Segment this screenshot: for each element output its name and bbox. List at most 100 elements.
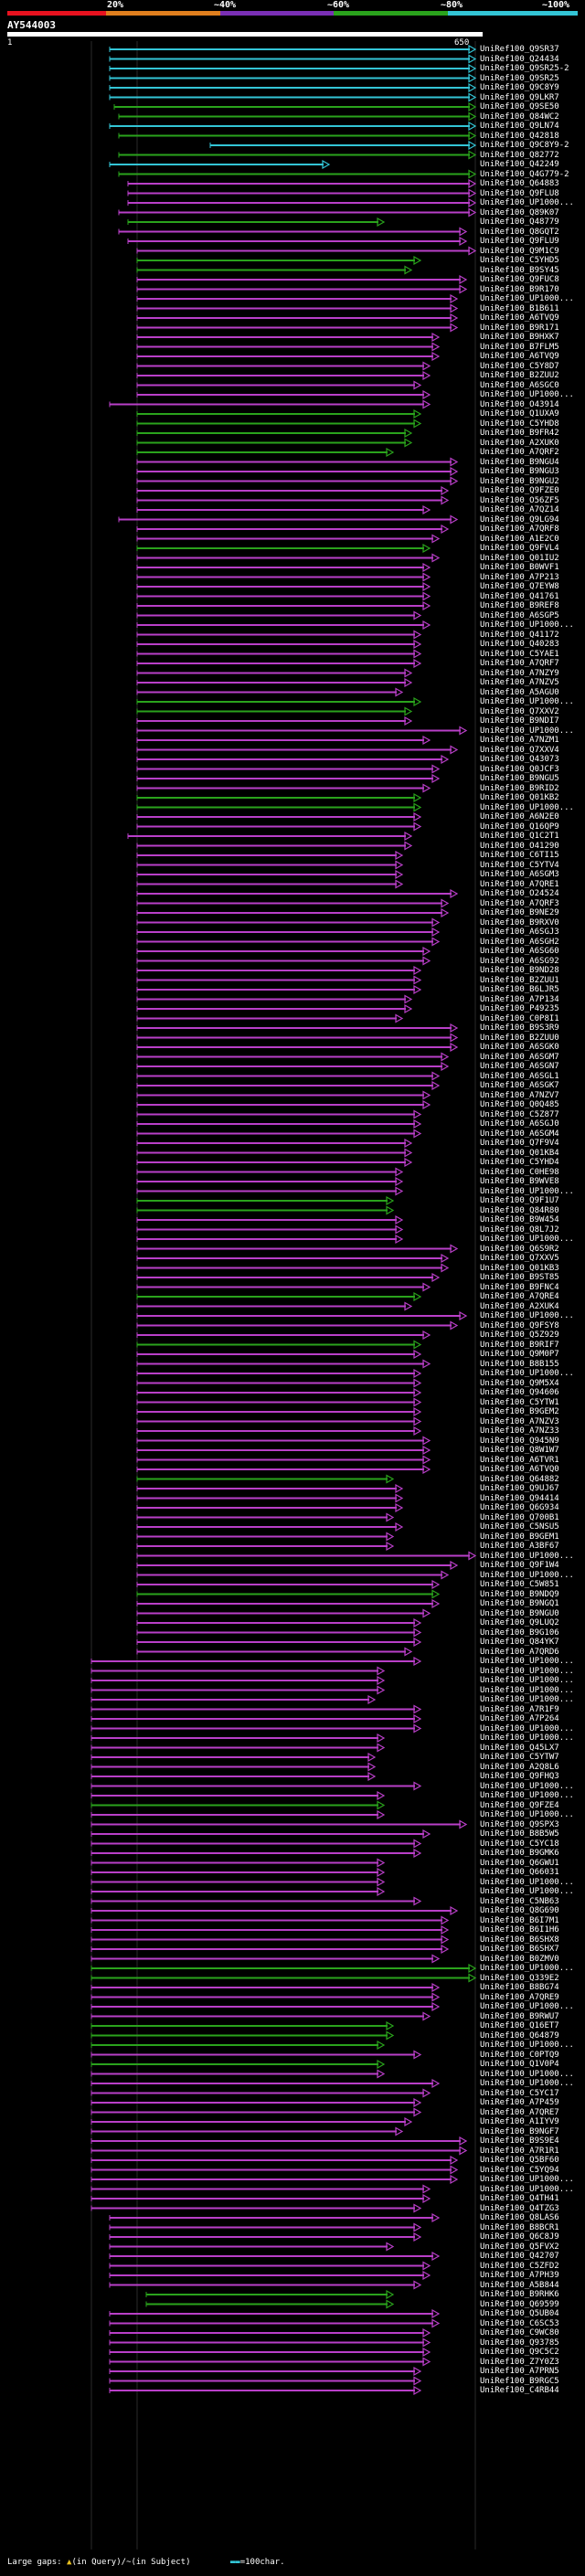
hit-label[interactable]: UniRef100_Q42818 [480,131,559,141]
hit-label[interactable]: UniRef100_UP1000... [480,1186,574,1196]
hit-label[interactable]: UniRef100_Q84R80 [480,1205,559,1215]
hit-label[interactable]: UniRef100_UP1000... [480,1887,574,1896]
hit-label[interactable]: UniRef100_UP1000... [480,1570,574,1580]
hit-label[interactable]: UniRef100_UP1000... [480,1964,574,1973]
hit-label[interactable]: UniRef100_A6SGM3 [480,870,559,879]
hit-label[interactable]: UniRef100_A7QRE1 [480,879,559,889]
hit-label[interactable]: UniRef100_Q40283 [480,640,559,649]
hit-label[interactable]: UniRef100_Q6GWU1 [480,1858,559,1868]
hit-label[interactable]: UniRef100_B9GEM1 [480,1532,559,1542]
hit-label[interactable]: UniRef100_Q16QP9 [480,822,559,832]
hit-label[interactable]: UniRef100_C5Z877 [480,1109,559,1119]
hit-label[interactable]: UniRef100_Q94414 [480,1493,559,1503]
hit-label[interactable]: UniRef100_Q24434 [480,54,559,64]
hit-label[interactable]: UniRef100_UP1000... [480,2175,574,2184]
hit-label[interactable]: UniRef100_A7PH39 [480,2271,559,2280]
hit-label[interactable]: UniRef100_Q1C2T1 [480,832,559,841]
hit-label[interactable]: UniRef100_B9S3R9 [480,1023,559,1033]
hit-label[interactable]: UniRef100_Q9F1W4 [480,1561,559,1570]
hit-label[interactable]: UniRef100_Q01KB4 [480,1148,559,1158]
hit-label[interactable]: UniRef100_UP1000... [480,1551,574,1561]
hit-label[interactable]: UniRef100_Q7F9V4 [480,1139,559,1148]
hit-label[interactable]: UniRef100_Q8GQT2 [480,227,559,237]
hit-label[interactable]: UniRef100_C5Y8D7 [480,361,559,371]
hit-label[interactable]: UniRef100_C5YHD8 [480,419,559,429]
hit-label[interactable]: UniRef100_C5NB63 [480,1896,559,1906]
hit-label[interactable]: UniRef100_B9GMK6 [480,1849,559,1858]
hit-label[interactable]: UniRef100_C5NSU5 [480,1522,559,1532]
hit-label[interactable]: UniRef100_Q9UJ67 [480,1484,559,1493]
hit-label[interactable]: UniRef100_UP1000... [480,1733,574,1743]
hit-label[interactable]: UniRef100_B0WVF1 [480,563,559,572]
hit-label[interactable]: UniRef100_Q64882 [480,1474,559,1484]
hit-label[interactable]: UniRef100_B6LJR5 [480,985,559,994]
hit-label[interactable]: UniRef100_A6SG60 [480,947,559,956]
hit-label[interactable]: UniRef100_Q9M0P7 [480,1350,559,1359]
hit-label[interactable]: UniRef100_A7NZV5 [480,678,559,687]
hit-label[interactable]: UniRef100_A7P264 [480,1714,559,1723]
hit-label[interactable]: UniRef100_A7P134 [480,994,559,1004]
hit-label[interactable]: UniRef100_C5YTW1 [480,1397,559,1407]
hit-label[interactable]: UniRef100_C0P8I1 [480,1013,559,1023]
hit-label[interactable]: UniRef100_Q01KB3 [480,1263,559,1273]
hit-label[interactable]: UniRef100_A6SGM4 [480,1129,559,1139]
hit-label[interactable]: UniRef100_B6I1H6 [480,1925,559,1935]
hit-label[interactable]: UniRef100_B9RHK6 [480,2290,559,2299]
hit-label[interactable]: UniRef100_A7R1R1 [480,2146,559,2156]
hit-label[interactable]: UniRef100_O43914 [480,399,559,409]
hit-label[interactable]: UniRef100_A6SGC0 [480,380,559,390]
hit-label[interactable]: UniRef100_B9FR42 [480,429,559,438]
hit-label[interactable]: UniRef100_Q42249 [480,160,559,169]
hit-label[interactable]: UniRef100_Q5Z929 [480,1330,559,1340]
hit-label[interactable]: UniRef100_Q8LAS6 [480,2213,559,2222]
hit-label[interactable]: UniRef100_B9RWU7 [480,2011,559,2021]
hit-label[interactable]: UniRef100_Q8W1W7 [480,1446,559,1455]
hit-label[interactable]: UniRef100_Q9C5C2 [480,2348,559,2357]
hit-label[interactable]: UniRef100_B1B611 [480,303,559,313]
hit-label[interactable]: UniRef100_Q41761 [480,591,559,601]
hit-label[interactable]: UniRef100_Q945N9 [480,1436,559,1446]
hit-label[interactable]: UniRef100_Q4TZG3 [480,2203,559,2213]
hit-label[interactable]: UniRef100_A7QRF3 [480,898,559,908]
hit-label[interactable]: UniRef100_Q9SR37 [480,45,559,54]
hit-label[interactable]: UniRef100_Q6G934 [480,1503,559,1512]
hit-label[interactable]: UniRef100_C5YHD4 [480,1158,559,1167]
hit-label[interactable]: UniRef100_B9WVE8 [480,1177,559,1186]
hit-label[interactable]: UniRef100_A7NZV3 [480,1416,559,1426]
hit-label[interactable]: UniRef100_Q9FVL4 [480,544,559,553]
hit-label[interactable]: UniRef100_B8B5W5 [480,1829,559,1839]
hit-label[interactable]: UniRef100_B8B155 [480,1359,559,1369]
hit-label[interactable]: UniRef100_Q9C8Y9-2 [480,141,569,150]
hit-label[interactable]: UniRef100_B9NGF7 [480,2126,559,2136]
hit-label[interactable]: UniRef100_UP1000... [480,2069,574,2079]
hit-label[interactable]: UniRef100_B9NGU5 [480,774,559,783]
hit-label[interactable]: UniRef100_A6SGJ3 [480,928,559,937]
hit-label[interactable]: UniRef100_B9R170 [480,284,559,294]
hit-label[interactable]: UniRef100_B2ZUU1 [480,975,559,985]
hit-label[interactable]: UniRef100_Q6C8J9 [480,2232,559,2242]
hit-label[interactable]: UniRef100_A6TVQ0 [480,1465,559,1474]
hit-label[interactable]: UniRef100_Q9FLU8 [480,188,559,198]
hit-label[interactable]: UniRef100_Q45LX7 [480,1743,559,1753]
hit-label[interactable]: UniRef100_Q7EYW8 [480,582,559,591]
hit-label[interactable]: UniRef100_Q48779 [480,217,559,227]
hit-label[interactable]: UniRef100_O56ZF5 [480,495,559,505]
hit-label[interactable]: UniRef100_A1IYV9 [480,2117,559,2126]
hit-label[interactable]: UniRef100_Q9SR25-2 [480,64,569,73]
hit-label[interactable]: UniRef100_B9NGQ1 [480,1599,559,1608]
hit-label[interactable]: UniRef100_A6SGP5 [480,610,559,620]
hit-label[interactable]: UniRef100_B9RXV0 [480,917,559,928]
hit-label[interactable]: UniRef100_Q64879 [480,2030,559,2041]
hit-label[interactable]: UniRef100_A2XUK0 [480,438,559,448]
hit-label[interactable]: UniRef100_A6SGN7 [480,1062,559,1071]
hit-label[interactable]: UniRef100_Q5FVX2 [480,2242,559,2252]
hit-label[interactable]: UniRef100_Q93785 [480,2337,559,2348]
hit-label[interactable]: UniRef100_Q0Q485 [480,1100,559,1109]
hit-label[interactable]: UniRef100_Q9FUC8 [480,275,559,284]
hit-label[interactable]: UniRef100_C9WC80 [480,2328,559,2337]
hit-label[interactable]: UniRef100_Q9FZE4 [480,1800,559,1810]
hit-label[interactable]: UniRef100_A7PRN5 [480,2367,559,2376]
hit-label[interactable]: UniRef100_UP1000... [480,2184,574,2194]
hit-label[interactable]: UniRef100_A6SGM7 [480,1052,559,1062]
hit-label[interactable]: UniRef100_A5B844 [480,2280,559,2290]
